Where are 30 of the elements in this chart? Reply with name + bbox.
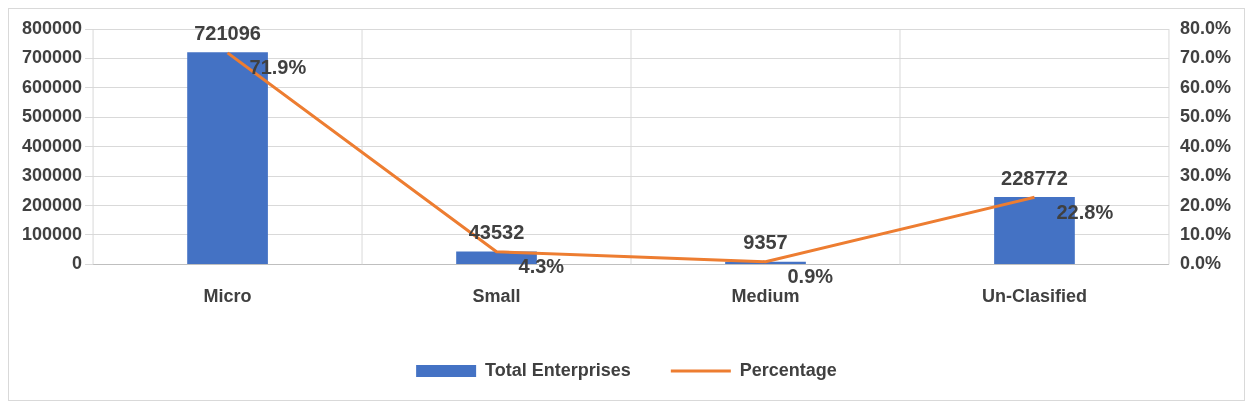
y-tick-label: 300000 — [21, 165, 83, 186]
data-label: 228772 — [1001, 166, 1068, 189]
y2-tick-label: 60.0% — [1179, 76, 1232, 97]
y2-tick-label: 80.0% — [1179, 17, 1232, 38]
y-tick-label: 800000 — [21, 17, 83, 38]
x-tick-label: Un-Clasified — [981, 286, 1087, 307]
y-tick-label: 0 — [72, 253, 83, 274]
data-label: 4.3% — [518, 255, 565, 278]
data-label: 721096 — [194, 21, 261, 44]
legend-label: Total Enterprises — [485, 359, 631, 380]
x-tick-label: Micro — [203, 286, 252, 307]
y-tick-label: 500000 — [21, 106, 83, 127]
y-tick-label: 100000 — [21, 223, 83, 244]
legend-label: Percentage — [739, 359, 837, 380]
y2-tick-label: 30.0% — [1179, 165, 1232, 186]
y2-tick-label: 40.0% — [1179, 135, 1232, 156]
data-label: 43532 — [468, 221, 525, 244]
y-tick-label: 700000 — [21, 47, 83, 68]
data-label: 9357 — [743, 231, 788, 254]
y-tick-label: 200000 — [21, 194, 83, 215]
y2-tick-label: 50.0% — [1179, 106, 1232, 127]
y2-tick-label: 70.0% — [1179, 47, 1232, 68]
y-tick-label: 600000 — [21, 76, 83, 97]
data-label: 0.9% — [787, 265, 834, 288]
y2-tick-label: 20.0% — [1179, 194, 1232, 215]
y2-tick-label: 0.0% — [1179, 253, 1221, 274]
y2-tick-label: 10.0% — [1179, 223, 1232, 244]
x-tick-label: Small — [472, 286, 521, 307]
y-tick-label: 400000 — [21, 135, 83, 156]
x-tick-label: Medium — [731, 286, 800, 307]
